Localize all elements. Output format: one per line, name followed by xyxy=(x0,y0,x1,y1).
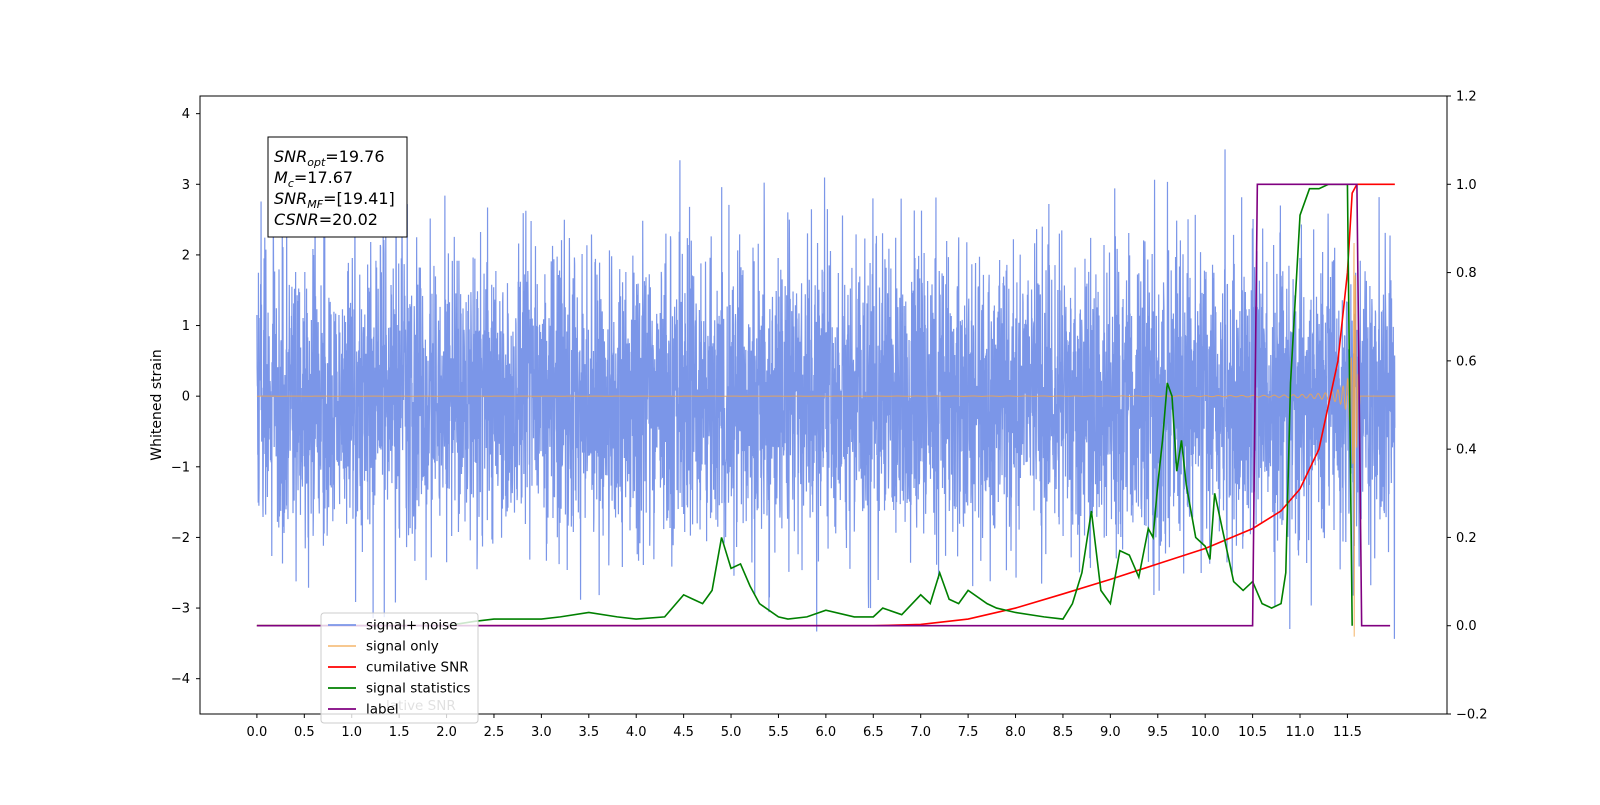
legend-entry: cumilative SNR xyxy=(366,660,469,676)
y2-tick-label: 0.4 xyxy=(1456,443,1477,458)
series-signal-noise xyxy=(256,146,1396,639)
info-line: CSNR=20.02 xyxy=(274,210,378,229)
x-tick-label: 11.5 xyxy=(1333,725,1362,740)
info-subscript: MF xyxy=(307,198,323,211)
info-line: Mc=17.67 xyxy=(274,168,353,190)
legend-entry: label xyxy=(366,702,399,718)
info-line: SNRopt=19.76 xyxy=(274,147,385,169)
info-symbol: M xyxy=(274,168,288,187)
plot-frame xyxy=(199,95,1448,715)
x-tick-label: 4.5 xyxy=(673,725,694,740)
x-tick-label: 1.5 xyxy=(389,725,410,740)
info-symbol: CSNR xyxy=(274,210,319,229)
info-symbol: SNR xyxy=(274,147,307,166)
y-tick-label: 2 xyxy=(182,248,190,263)
y2-tick-label: 1.0 xyxy=(1456,178,1477,193)
y-axis-left: −4 −3 −2 −1 0 1 2 3 4 xyxy=(171,107,200,687)
x-tick-label: 10.0 xyxy=(1191,725,1220,740)
x-tick-label: 11.0 xyxy=(1286,725,1315,740)
info-subscript: c xyxy=(288,177,294,190)
y-tick-label: 0 xyxy=(182,390,190,405)
y-tick-label: −3 xyxy=(171,602,190,617)
info-value: =17.67 xyxy=(294,168,353,187)
series-layer xyxy=(256,146,1396,639)
x-tick-label: 6.0 xyxy=(816,725,837,740)
x-tick-label: 0.0 xyxy=(247,725,268,740)
y2-tick-label: 0.6 xyxy=(1456,354,1477,369)
y-tick-label: −2 xyxy=(171,531,190,546)
legend-entry: signal+ noise xyxy=(366,618,457,634)
x-tick-label: 1.0 xyxy=(341,725,362,740)
y-tick-label: −1 xyxy=(171,460,190,475)
info-value: =20.02 xyxy=(319,210,378,229)
y2-tick-label: 0.8 xyxy=(1456,266,1477,281)
y-tick-label: −4 xyxy=(171,672,190,687)
x-tick-label: 8.5 xyxy=(1053,725,1074,740)
x-tick-label: 7.5 xyxy=(958,725,979,740)
y2-tick-label: −0.2 xyxy=(1456,708,1488,723)
x-tick-label: 3.0 xyxy=(531,725,552,740)
x-tick-label: 2.5 xyxy=(484,725,505,740)
x-tick-label: 7.0 xyxy=(910,725,931,740)
y-tick-label: 1 xyxy=(182,319,190,334)
y-axis-label: Whitened strain xyxy=(149,349,165,460)
x-tick-label: 3.5 xyxy=(578,725,599,740)
info-value: =[19.41] xyxy=(323,189,395,208)
legend-entry: signal only xyxy=(366,639,439,655)
x-tick-label: 5.0 xyxy=(721,725,742,740)
info-box-frame xyxy=(267,136,408,238)
x-tick-label: 5.5 xyxy=(768,725,789,740)
legend-entry: signal statistics xyxy=(366,681,470,697)
series-signal-statistics xyxy=(256,183,1353,627)
x-tick-label: 9.5 xyxy=(1147,725,1168,740)
info-subscript: opt xyxy=(307,156,326,169)
x-tick-label: 9.0 xyxy=(1100,725,1121,740)
info-symbol: SNR xyxy=(274,189,307,208)
y-tick-label: 3 xyxy=(182,178,190,193)
y2-tick-label: 0.2 xyxy=(1456,531,1477,546)
series-label xyxy=(256,183,1391,627)
x-tick-label: 6.5 xyxy=(863,725,884,740)
y-axis-right: −0.2 0.0 0.2 0.4 0.6 0.8 1.0 1.2 xyxy=(1447,90,1488,723)
x-tick-label: 10.5 xyxy=(1238,725,1267,740)
x-tick-label: 8.0 xyxy=(1005,725,1026,740)
info-box: SNRopt=19.76Mc=17.67SNRMF=[19.41]CSNR=20… xyxy=(267,136,408,238)
info-value: =19.76 xyxy=(325,147,384,166)
x-tick-label: 0.5 xyxy=(294,725,315,740)
y-tick-label: 4 xyxy=(182,107,190,122)
x-axis: 0.0 0.5 1.0 1.5 2.0 2.5 3.0 3.5 4.0 4.5 5.0 5.5 6.0 6… xyxy=(247,714,1362,740)
info-line: SNRMF=[19.41] xyxy=(274,189,395,211)
x-tick-label: 4.0 xyxy=(626,725,647,740)
y2-tick-label: 1.2 xyxy=(1456,90,1477,105)
series-signal-only xyxy=(256,242,1395,637)
x-tick-label: 2.0 xyxy=(436,725,457,740)
legend-frame xyxy=(320,612,479,724)
y2-tick-label: 0.0 xyxy=(1456,619,1477,634)
